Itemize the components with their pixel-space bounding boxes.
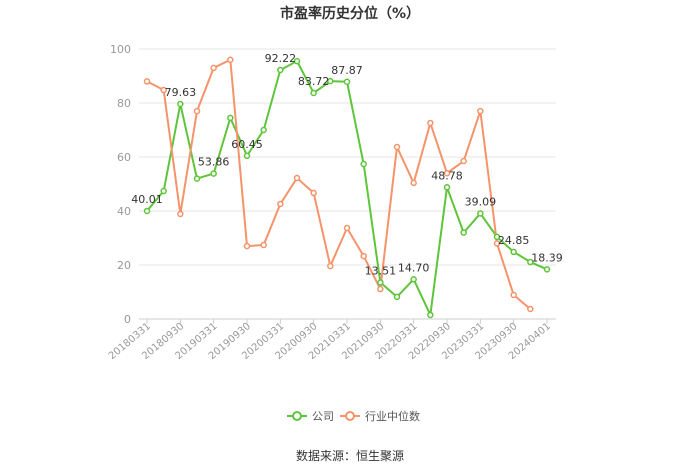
data-point bbox=[410, 276, 417, 283]
data-point bbox=[393, 293, 401, 301]
data-point bbox=[460, 229, 467, 236]
grid-lines bbox=[139, 48, 556, 266]
data-point bbox=[243, 152, 251, 160]
data-point bbox=[510, 248, 517, 256]
data-point bbox=[160, 187, 167, 195]
legend-item-company[interactable]: 公司 bbox=[287, 410, 334, 423]
data-point bbox=[493, 233, 501, 241]
data-point bbox=[377, 285, 384, 293]
data-point bbox=[343, 78, 351, 86]
data-point bbox=[427, 119, 434, 127]
data-point bbox=[510, 291, 517, 299]
data-source: 数据来源：恒生聚源 bbox=[296, 448, 404, 463]
data-point bbox=[427, 311, 434, 319]
data-point bbox=[293, 57, 301, 65]
y-tick-label: 20 bbox=[117, 259, 131, 272]
data-point bbox=[227, 56, 234, 64]
data-point bbox=[193, 107, 201, 115]
data-point bbox=[477, 210, 484, 217]
data-point bbox=[310, 89, 317, 97]
data-point bbox=[310, 189, 317, 197]
y-tick-label: 0 bbox=[124, 313, 131, 326]
legend-label-industry-median: 行业中位数 bbox=[365, 409, 420, 423]
data-point bbox=[493, 240, 501, 247]
data-label: 53.86 bbox=[198, 156, 230, 169]
data-point bbox=[227, 114, 234, 122]
data-point bbox=[143, 78, 151, 85]
chart-title: 市盈率历史分位（%） bbox=[280, 5, 420, 22]
data-point bbox=[327, 77, 334, 85]
data-point bbox=[193, 175, 201, 182]
data-point bbox=[527, 305, 534, 313]
data-point bbox=[527, 258, 534, 266]
series-lines bbox=[146, 58, 548, 316]
legend-marker-industry-median bbox=[345, 411, 355, 421]
data-point bbox=[277, 66, 284, 74]
data-point bbox=[160, 86, 167, 94]
y-tick-label: 40 bbox=[117, 205, 131, 218]
data-point bbox=[210, 64, 217, 72]
y-tick-label: 80 bbox=[117, 97, 131, 110]
data-point bbox=[443, 169, 451, 177]
series-line-1 bbox=[146, 58, 531, 310]
data-point bbox=[210, 170, 217, 177]
data-point bbox=[360, 252, 367, 260]
data-point bbox=[177, 210, 184, 218]
data-point bbox=[377, 279, 384, 286]
data-point bbox=[343, 224, 351, 232]
legend-item-industry-median[interactable]: 行业中位数 bbox=[340, 409, 420, 423]
data-label: 92.22 bbox=[265, 52, 297, 65]
data-label: 83.72 bbox=[298, 75, 330, 88]
legend-label-company: 公司 bbox=[312, 410, 334, 423]
data-label: 14.70 bbox=[398, 261, 430, 274]
legend-marker-company bbox=[292, 411, 302, 421]
y-tick-label: 100 bbox=[110, 43, 131, 56]
data-label: 60.45 bbox=[231, 138, 263, 151]
data-label: 48.78 bbox=[431, 169, 463, 182]
data-point bbox=[243, 242, 251, 250]
data-point bbox=[293, 174, 301, 182]
y-tick-label: 60 bbox=[117, 151, 131, 164]
data-point bbox=[477, 107, 484, 115]
series-line-0 bbox=[146, 60, 548, 316]
data-point bbox=[327, 262, 334, 270]
data-label: 39.09 bbox=[465, 195, 497, 208]
series-points bbox=[143, 56, 551, 319]
data-point bbox=[143, 207, 151, 215]
data-point bbox=[410, 179, 417, 187]
legend: 公司 行业中位数 bbox=[287, 409, 420, 423]
data-point bbox=[393, 143, 401, 151]
data-point bbox=[277, 200, 284, 208]
data-label: 24.85 bbox=[498, 234, 530, 247]
data-point bbox=[260, 126, 267, 134]
data-point bbox=[443, 184, 451, 191]
data-label: 18.39 bbox=[531, 251, 563, 264]
data-point bbox=[460, 157, 467, 165]
data-label: 79.63 bbox=[165, 86, 197, 99]
data-point bbox=[260, 241, 267, 249]
data-label: 87.87 bbox=[331, 64, 363, 77]
data-point bbox=[177, 100, 184, 108]
data-point bbox=[360, 160, 367, 168]
data-label: 13.51 bbox=[365, 265, 397, 278]
data-label: 40.01 bbox=[131, 193, 163, 206]
data-point bbox=[543, 266, 551, 273]
